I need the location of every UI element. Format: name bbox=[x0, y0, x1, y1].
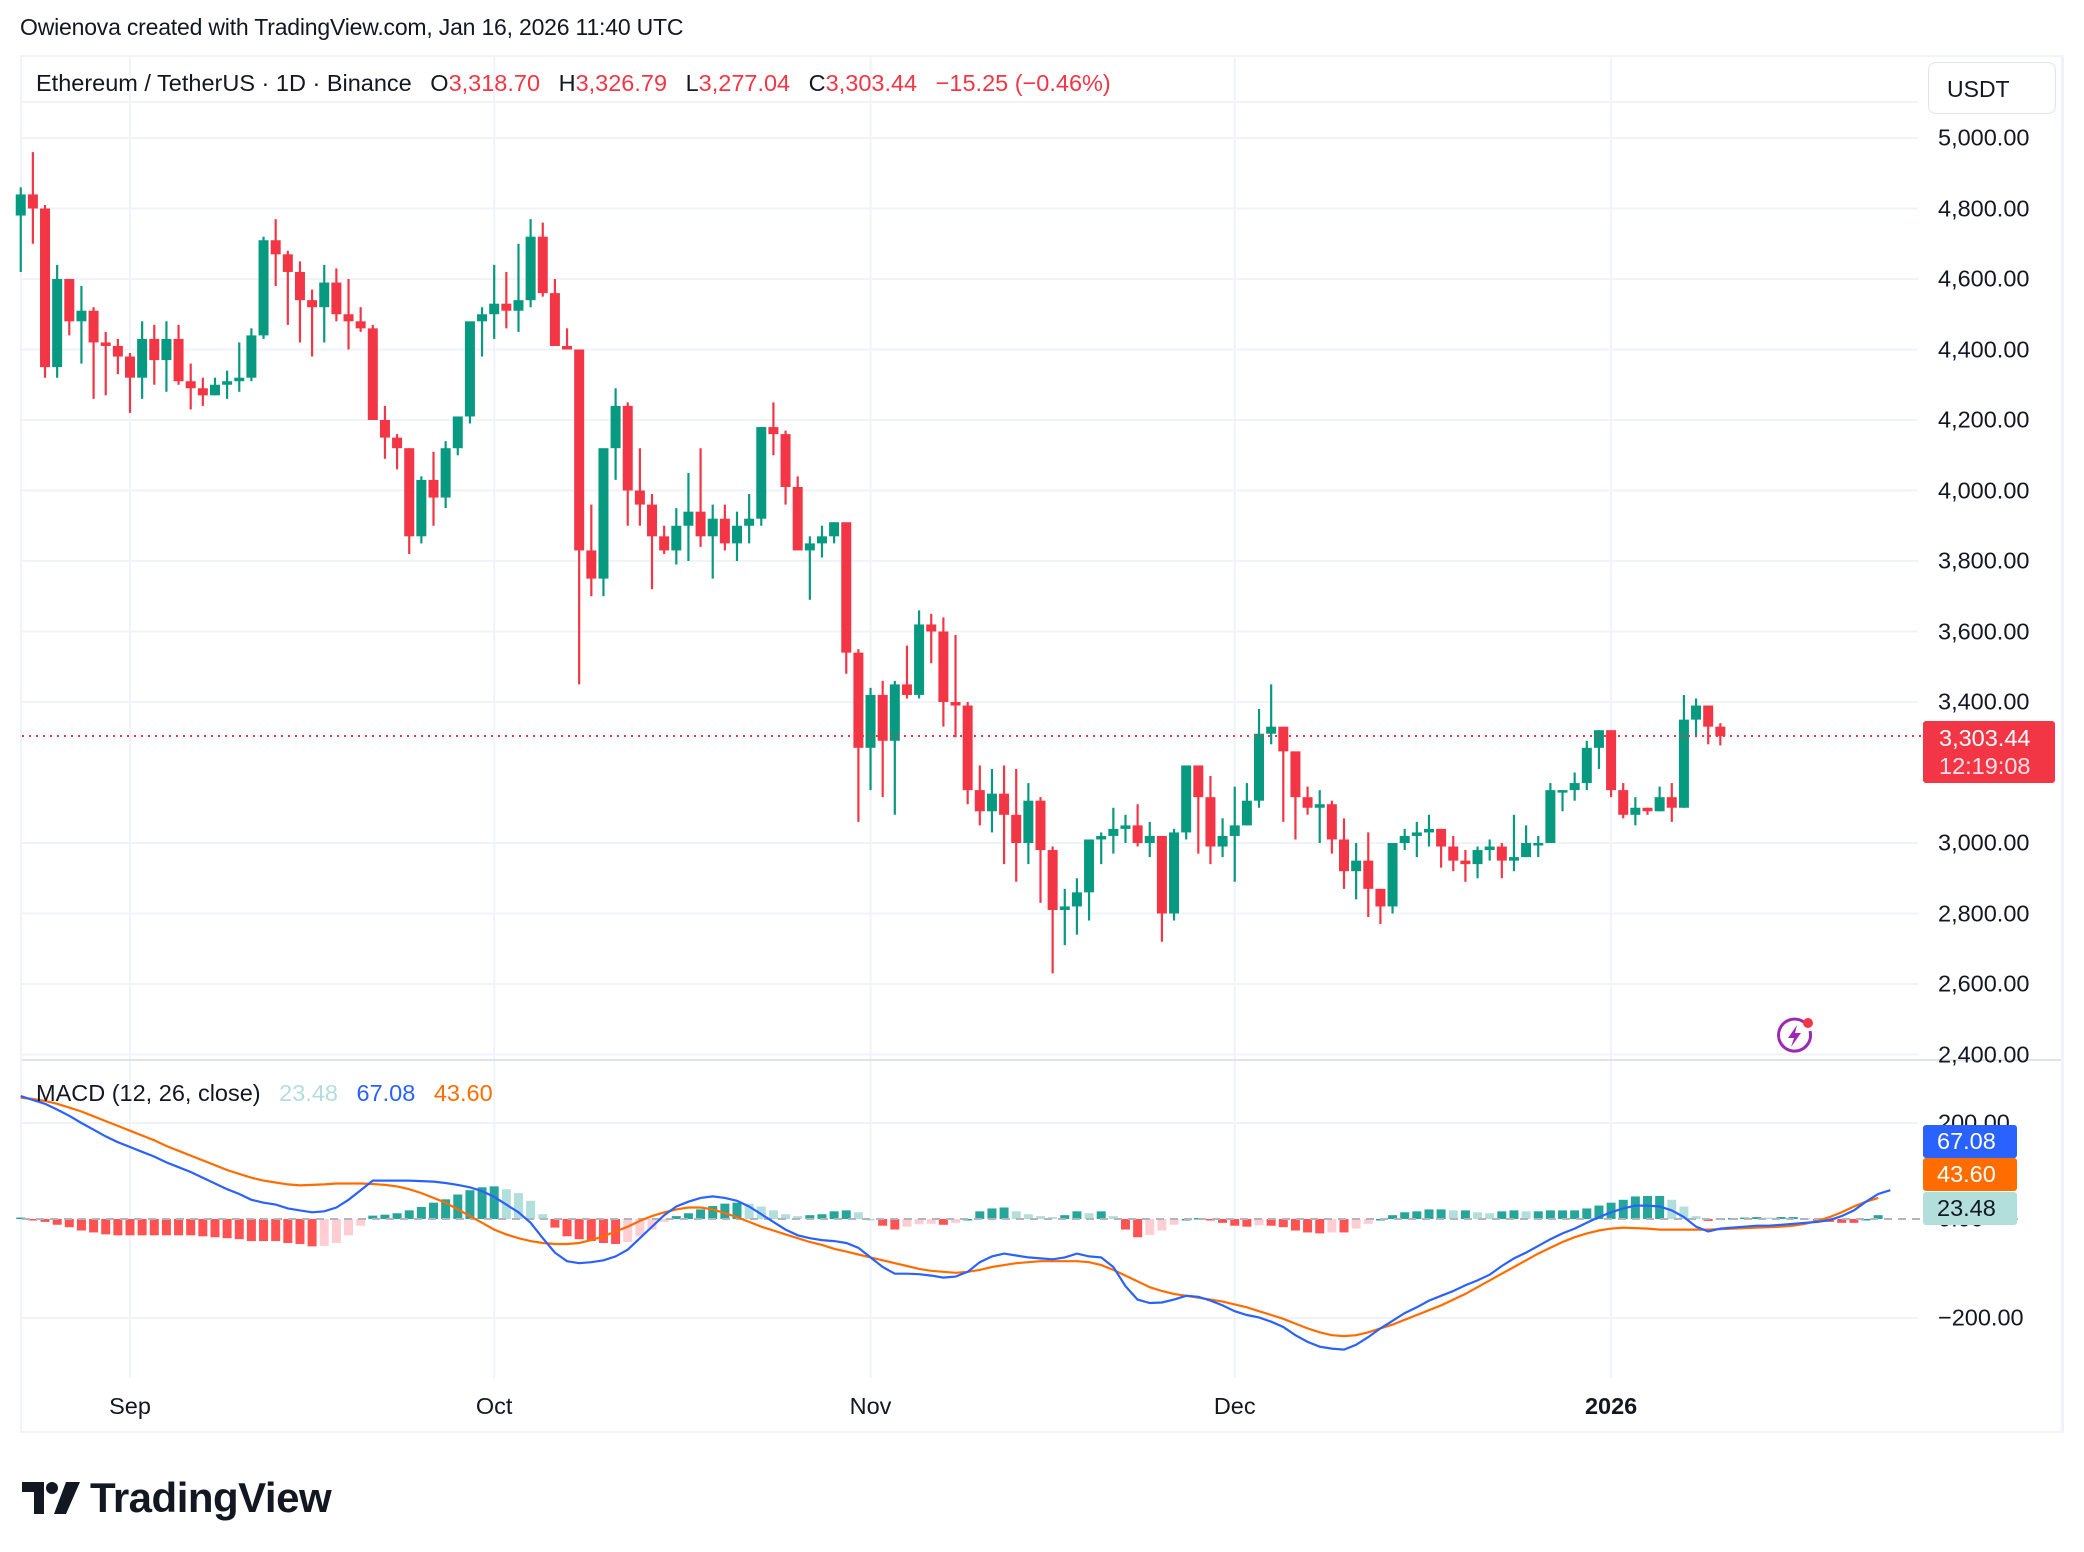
last-price-tag: 3,303.44 12:19:08 bbox=[1923, 721, 2055, 783]
price-axis-label: 3,600.00 bbox=[1938, 618, 2030, 644]
open-value: 3,318.70 bbox=[448, 70, 541, 96]
low-label: L bbox=[685, 70, 699, 96]
close-label: C bbox=[808, 70, 826, 96]
macd-histogram-value: 23.48 bbox=[279, 1080, 338, 1106]
bar-countdown: 12:19:08 bbox=[1939, 753, 2031, 779]
symbol-legend[interactable]: Ethereum / TetherUS · 1D · Binance O3,31… bbox=[36, 70, 1111, 97]
tradingview-logo-icon bbox=[22, 1482, 80, 1514]
chart-frame[interactable] bbox=[20, 55, 2064, 1433]
macd-signal-tag: 43.60 bbox=[1923, 1158, 2017, 1191]
price-axis-label: 4,200.00 bbox=[1938, 406, 2030, 433]
macd-line-tag: 67.08 bbox=[1923, 1125, 2017, 1158]
open-label: O bbox=[430, 70, 449, 96]
change-value: −15.25 (−0.46%) bbox=[935, 70, 1111, 96]
macd-signal-value: 43.60 bbox=[433, 1080, 493, 1106]
macd-line-value: 67.08 bbox=[356, 1080, 416, 1106]
price-axis-label: 2,800.00 bbox=[1938, 900, 2030, 926]
tradingview-logo[interactable]: TradingView bbox=[22, 1474, 332, 1522]
time-axis-label: Dec bbox=[1213, 1393, 1256, 1419]
low-value: 3,277.04 bbox=[698, 70, 791, 96]
close-value: 3,303.44 bbox=[825, 70, 918, 96]
price-axis-label: 5,000.00 bbox=[1938, 124, 2030, 151]
time-axis-label: Nov bbox=[849, 1393, 892, 1419]
high-value: 3,326.79 bbox=[575, 70, 668, 96]
price-axis-label: 4,800.00 bbox=[1938, 195, 2030, 221]
price-axis-label: 4,600.00 bbox=[1938, 265, 2030, 292]
symbol-title[interactable]: Ethereum / TetherUS · 1D · Binance bbox=[36, 70, 412, 96]
price-axis-label: 2,600.00 bbox=[1938, 970, 2030, 997]
currency-button[interactable]: USDT bbox=[1928, 62, 2056, 114]
price-axis-label: 4,400.00 bbox=[1938, 336, 2030, 362]
last-price-value: 3,303.44 bbox=[1939, 725, 2031, 751]
macd-title[interactable]: MACD (12, 26, close) bbox=[36, 1080, 261, 1106]
macd-histogram-tag: 23.48 bbox=[1923, 1192, 2017, 1225]
price-axis-label: 3,000.00 bbox=[1938, 829, 2030, 856]
macd-axis-label-neg200: −200.00 bbox=[1938, 1304, 2024, 1331]
high-label: H bbox=[558, 70, 576, 96]
price-axis-label: 4,000.00 bbox=[1938, 477, 2030, 503]
price-axis-label: 3,800.00 bbox=[1938, 547, 2030, 574]
lightning-alert-icon[interactable] bbox=[1773, 1014, 1817, 1058]
time-axis-label: 2026 bbox=[1584, 1393, 1638, 1419]
time-axis-label: Oct bbox=[475, 1393, 513, 1419]
time-axis-label: Sep bbox=[109, 1393, 151, 1419]
macd-legend[interactable]: MACD (12, 26, close) 23.48 67.08 43.60 bbox=[36, 1080, 493, 1107]
attribution-text: Owienova created with TradingView.com, J… bbox=[20, 14, 684, 40]
logo-wordmark: TradingView bbox=[90, 1474, 332, 1521]
price-axis-label: 2,400.00 bbox=[1938, 1041, 2030, 1067]
price-axis-label: 3,400.00 bbox=[1938, 688, 2030, 715]
